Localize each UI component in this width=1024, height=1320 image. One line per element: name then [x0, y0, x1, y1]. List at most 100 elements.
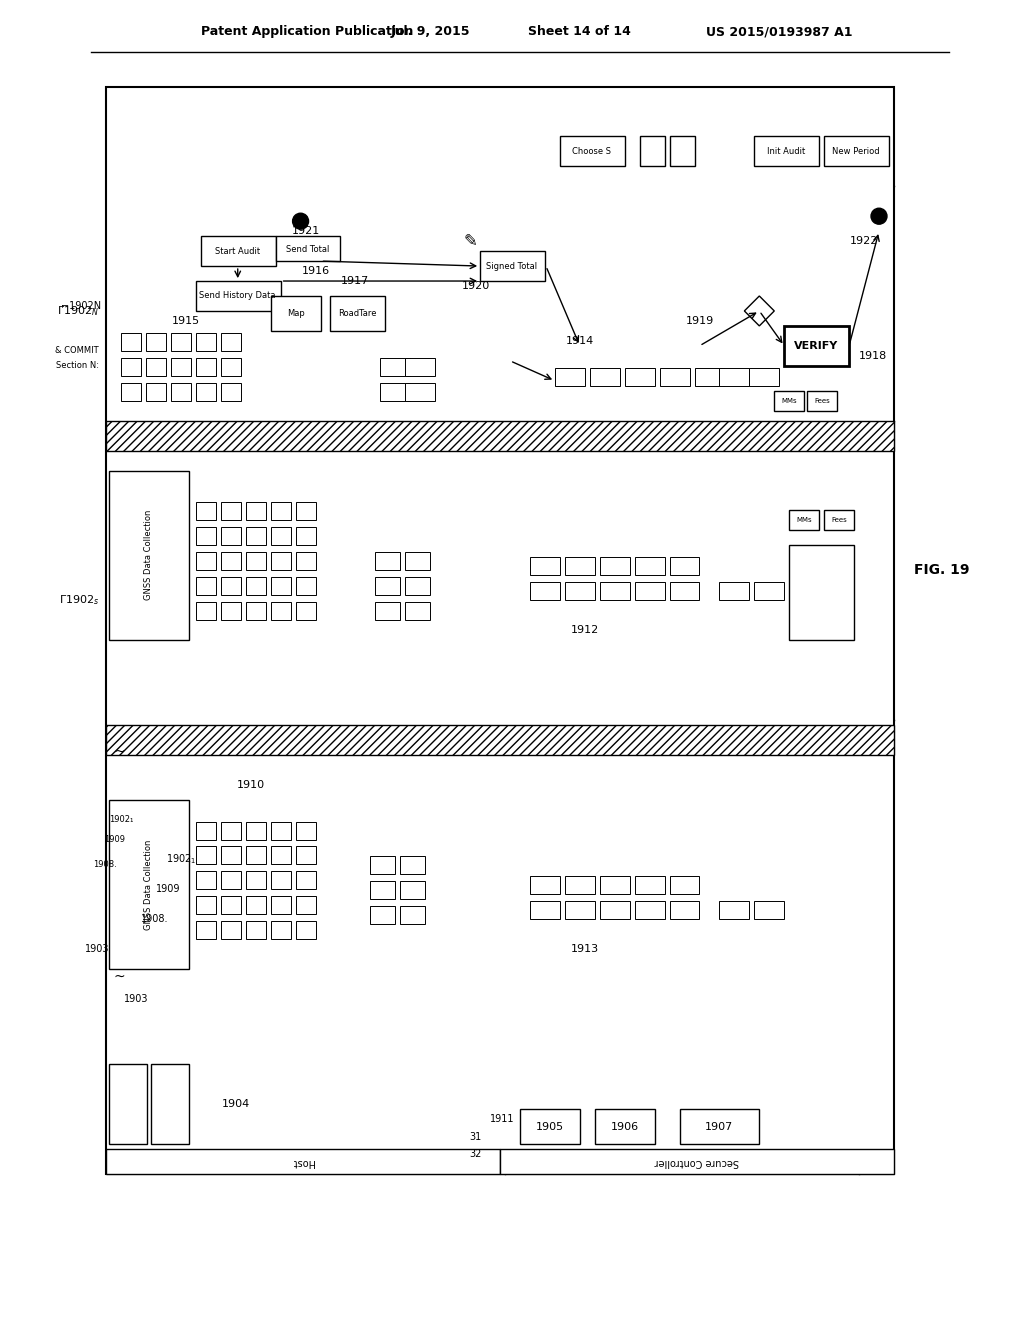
FancyBboxPatch shape: [270, 896, 291, 915]
FancyBboxPatch shape: [376, 577, 400, 595]
FancyBboxPatch shape: [221, 503, 241, 520]
FancyBboxPatch shape: [246, 821, 265, 840]
Text: Patent Application Publication: Patent Application Publication: [201, 25, 414, 38]
FancyBboxPatch shape: [296, 896, 315, 915]
FancyBboxPatch shape: [371, 857, 395, 874]
FancyBboxPatch shape: [270, 921, 291, 940]
FancyBboxPatch shape: [565, 902, 595, 919]
Text: ~: ~: [114, 970, 125, 985]
FancyBboxPatch shape: [824, 136, 889, 166]
Circle shape: [293, 214, 308, 230]
FancyBboxPatch shape: [670, 876, 699, 895]
FancyBboxPatch shape: [221, 896, 241, 915]
FancyBboxPatch shape: [196, 921, 216, 940]
FancyBboxPatch shape: [221, 528, 241, 545]
FancyBboxPatch shape: [270, 552, 291, 570]
Text: 32: 32: [469, 1148, 481, 1159]
FancyBboxPatch shape: [146, 383, 166, 401]
Text: 1909: 1909: [104, 836, 125, 843]
FancyBboxPatch shape: [106, 725, 894, 755]
FancyBboxPatch shape: [296, 921, 315, 940]
FancyBboxPatch shape: [296, 503, 315, 520]
FancyBboxPatch shape: [400, 907, 425, 924]
Text: ✎: ✎: [463, 232, 477, 249]
Text: 1911: 1911: [490, 1114, 514, 1123]
FancyBboxPatch shape: [480, 251, 545, 281]
FancyBboxPatch shape: [400, 882, 425, 899]
FancyBboxPatch shape: [151, 1064, 188, 1143]
Text: Section N:: Section N:: [56, 362, 99, 371]
FancyBboxPatch shape: [196, 896, 216, 915]
FancyBboxPatch shape: [560, 136, 625, 166]
Text: 1917: 1917: [341, 276, 370, 286]
Text: $\Gamma$1902$_N$: $\Gamma$1902$_N$: [57, 304, 99, 318]
FancyBboxPatch shape: [600, 582, 630, 601]
FancyBboxPatch shape: [600, 902, 630, 919]
FancyBboxPatch shape: [171, 383, 190, 401]
FancyBboxPatch shape: [221, 821, 241, 840]
FancyBboxPatch shape: [196, 333, 216, 351]
FancyBboxPatch shape: [371, 882, 395, 899]
FancyBboxPatch shape: [196, 821, 216, 840]
FancyBboxPatch shape: [530, 902, 560, 919]
Text: 1922: 1922: [850, 236, 879, 246]
Text: ~: ~: [114, 744, 125, 759]
Text: VERIFY: VERIFY: [794, 341, 839, 351]
FancyBboxPatch shape: [376, 552, 400, 570]
Text: Fees: Fees: [831, 517, 847, 523]
Text: Map: Map: [287, 309, 304, 318]
FancyBboxPatch shape: [121, 358, 141, 376]
FancyBboxPatch shape: [246, 552, 265, 570]
FancyBboxPatch shape: [196, 358, 216, 376]
FancyBboxPatch shape: [694, 368, 724, 385]
FancyBboxPatch shape: [600, 557, 630, 576]
FancyBboxPatch shape: [406, 358, 435, 376]
FancyBboxPatch shape: [201, 236, 275, 267]
FancyBboxPatch shape: [246, 528, 265, 545]
Text: 1913: 1913: [570, 944, 599, 954]
FancyBboxPatch shape: [196, 503, 216, 520]
FancyBboxPatch shape: [221, 383, 241, 401]
FancyBboxPatch shape: [625, 368, 654, 385]
FancyBboxPatch shape: [171, 333, 190, 351]
FancyBboxPatch shape: [110, 470, 188, 640]
Circle shape: [871, 209, 887, 224]
FancyBboxPatch shape: [121, 383, 141, 401]
Text: 1921: 1921: [292, 226, 319, 236]
Text: GNSS Data Collection: GNSS Data Collection: [144, 510, 154, 601]
Polygon shape: [744, 296, 774, 326]
Text: GNSS Data Collection: GNSS Data Collection: [144, 840, 154, 929]
FancyBboxPatch shape: [670, 582, 699, 601]
FancyBboxPatch shape: [659, 368, 689, 385]
FancyBboxPatch shape: [106, 87, 894, 1173]
FancyBboxPatch shape: [146, 358, 166, 376]
Text: Choose S: Choose S: [572, 147, 611, 156]
FancyBboxPatch shape: [106, 421, 894, 450]
Text: 1907: 1907: [706, 1122, 733, 1131]
FancyBboxPatch shape: [590, 368, 620, 385]
FancyBboxPatch shape: [755, 582, 784, 601]
FancyBboxPatch shape: [110, 1064, 147, 1143]
FancyBboxPatch shape: [221, 846, 241, 865]
FancyBboxPatch shape: [824, 511, 854, 531]
FancyBboxPatch shape: [640, 136, 665, 166]
FancyBboxPatch shape: [270, 296, 321, 331]
FancyBboxPatch shape: [406, 577, 430, 595]
Text: US 2015/0193987 A1: US 2015/0193987 A1: [706, 25, 853, 38]
FancyBboxPatch shape: [246, 602, 265, 620]
FancyBboxPatch shape: [530, 876, 560, 895]
FancyBboxPatch shape: [221, 358, 241, 376]
Text: 1914: 1914: [565, 335, 594, 346]
Text: 1915: 1915: [172, 315, 200, 326]
Text: 1904: 1904: [221, 1098, 250, 1109]
Text: RoadTare: RoadTare: [338, 309, 377, 318]
FancyBboxPatch shape: [270, 503, 291, 520]
FancyBboxPatch shape: [670, 902, 699, 919]
FancyBboxPatch shape: [331, 296, 385, 331]
FancyBboxPatch shape: [807, 391, 837, 411]
FancyBboxPatch shape: [296, 871, 315, 890]
FancyBboxPatch shape: [221, 602, 241, 620]
Text: FIG. 19: FIG. 19: [913, 564, 970, 577]
FancyBboxPatch shape: [635, 582, 665, 601]
FancyBboxPatch shape: [406, 383, 435, 401]
